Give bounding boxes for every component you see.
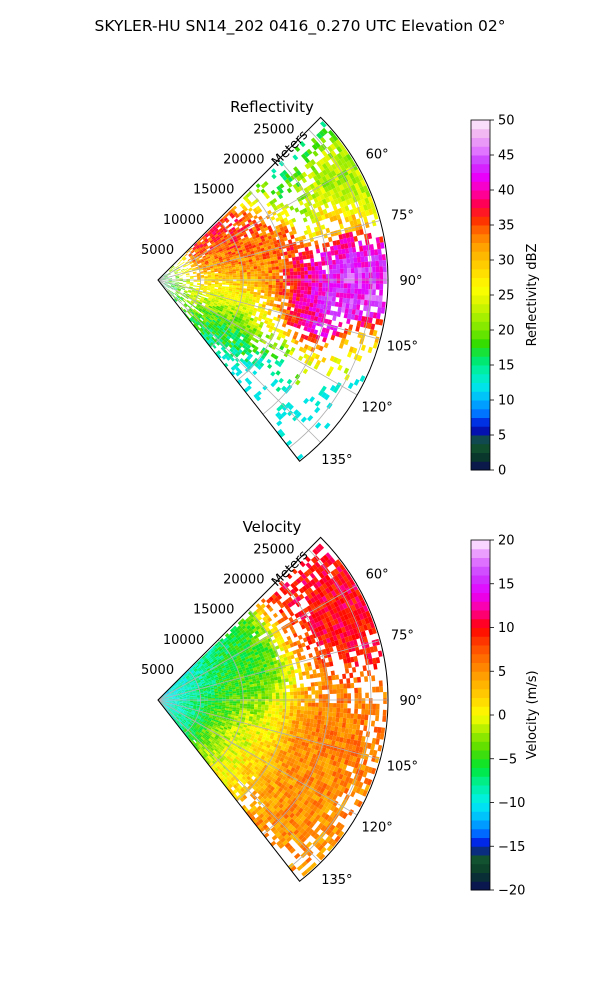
azimuth-tick-label: 75° xyxy=(391,209,414,224)
colorbar-tick-label: 30 xyxy=(498,254,515,269)
colorbar-tick-label: 45 xyxy=(498,149,515,164)
azimuth-tick-label: 60° xyxy=(366,148,389,163)
colorbar-tick-label: 0 xyxy=(498,464,506,479)
radial-tick-label: 5000 xyxy=(141,243,174,258)
radial-tick-label: 15000 xyxy=(193,183,234,198)
reflectivity-colorbar: 0 5 10 15 20 25 30 35 40 45 50 Reflectivity dBZ xyxy=(470,114,540,479)
radial-tick-label: 25000 xyxy=(253,542,294,557)
radial-tick-label: 10000 xyxy=(163,213,204,228)
colorbar-tick-label: 0 xyxy=(498,709,506,724)
azimuth-tick-label: 90° xyxy=(399,694,422,709)
azimuth-tick-label: 105° xyxy=(387,759,418,774)
colorbar-tick-label: 20 xyxy=(498,324,515,339)
azimuth-gridline xyxy=(157,699,358,816)
colorbar-tick-label: 5 xyxy=(498,665,506,680)
reflectivity-panel: Reflectivity 5000 10000 15000 20000 25000 60°… xyxy=(141,98,540,479)
azimuth-gridline xyxy=(157,220,381,281)
range-ring xyxy=(236,189,287,382)
azimuth-gridline xyxy=(157,164,358,281)
range-ring xyxy=(288,549,372,869)
radial-tick-label: 15000 xyxy=(193,603,234,618)
radial-tick-label: 10000 xyxy=(163,633,204,648)
radial-tick-label: 25000 xyxy=(253,122,294,137)
colorbar-tick-label: 10 xyxy=(498,394,515,409)
range-ring xyxy=(210,219,244,348)
radial-tick-label: 20000 xyxy=(223,573,264,588)
radial-tick-label: 5000 xyxy=(141,663,174,678)
colorbar-tick-label: 35 xyxy=(498,219,515,234)
colorbar-tick-label: 40 xyxy=(498,184,515,199)
sector-outline xyxy=(157,536,389,882)
range-ring xyxy=(236,609,287,802)
sector-outline xyxy=(157,116,389,462)
colorbar-tick-label: 20 xyxy=(498,534,515,549)
range-ring xyxy=(210,639,244,768)
colorbar-tick-label: 25 xyxy=(498,289,515,304)
colorbar-tick-label: 10 xyxy=(498,621,515,636)
radial-tick-label: 20000 xyxy=(223,153,264,168)
range-ring xyxy=(262,579,329,835)
azimuth-gridline xyxy=(157,279,321,443)
range-ring xyxy=(183,669,201,734)
azimuth-gridline xyxy=(157,279,381,340)
azimuth-gridline xyxy=(157,699,321,863)
azimuth-gridline xyxy=(157,584,358,701)
range-ring xyxy=(288,129,372,449)
range-ring xyxy=(262,159,329,415)
azimuth-gridline xyxy=(157,640,381,701)
colorbar-tick-label: −5 xyxy=(498,752,517,767)
figure-title: SKYLER-HU SN14_202 0416_0.270 UTC Elevat… xyxy=(95,17,506,36)
azimuth-tick-label: 135° xyxy=(321,453,352,468)
colorbar-tick-label: 15 xyxy=(498,359,515,374)
reflectivity-echo-field xyxy=(160,121,387,461)
velocity-panel-title: Velocity xyxy=(243,518,302,536)
azimuth-tick-label: 75° xyxy=(391,629,414,644)
colorbar-tick-label: −15 xyxy=(498,840,525,855)
azimuth-gridline xyxy=(157,699,381,760)
colorbar-label: Velocity (m/s) xyxy=(525,670,540,759)
colorbar-tick-label: 5 xyxy=(498,429,506,444)
azimuth-tick-label: 90° xyxy=(399,274,422,289)
azimuth-tick-label: 120° xyxy=(361,401,392,416)
colorbar-tick-label: 15 xyxy=(498,577,515,592)
colorbar-tick-label: −20 xyxy=(498,884,525,899)
azimuth-gridline xyxy=(157,279,358,396)
velocity-panel: Velocity 5000 10000 15000 20000 25000 60° 75° 9… xyxy=(141,518,540,899)
colorbar-label: Reflectivity dBZ xyxy=(525,244,540,347)
colorbar-tick-label: −10 xyxy=(498,796,525,811)
velocity-colorbar: −20 −15 −10 −5 0 5 10 15 20 Velocity (m/s) xyxy=(470,534,540,899)
range-ring xyxy=(183,249,201,314)
azimuth-tick-label: 135° xyxy=(321,873,352,888)
reflectivity-panel-title: Reflectivity xyxy=(230,98,314,116)
azimuth-tick-label: 120° xyxy=(361,821,392,836)
azimuth-tick-label: 60° xyxy=(366,568,389,583)
colorbar-tick-label: 50 xyxy=(498,114,515,129)
azimuth-tick-label: 105° xyxy=(387,339,418,354)
